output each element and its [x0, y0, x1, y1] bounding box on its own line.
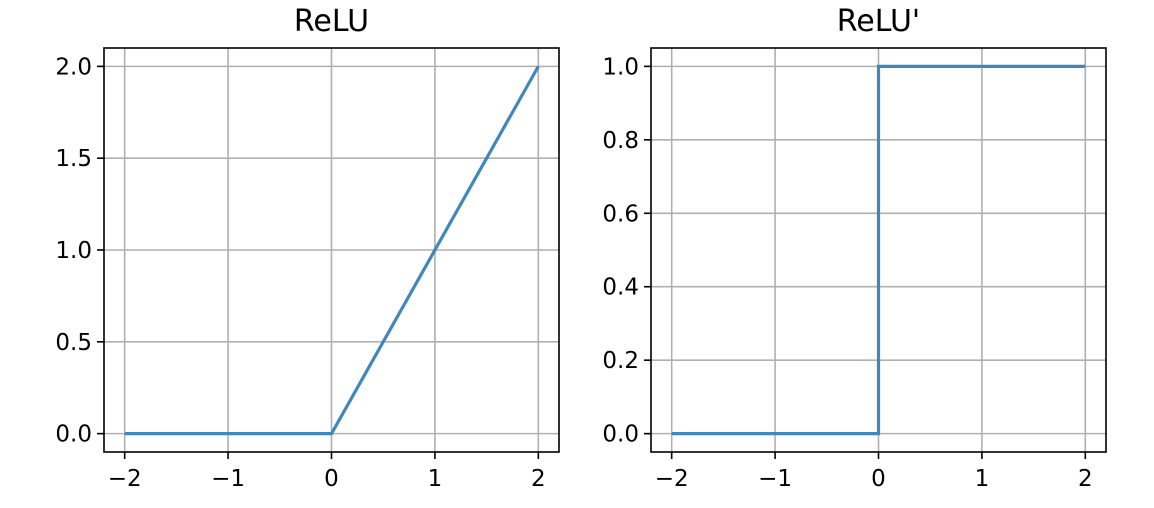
chart-title: ReLU': [837, 4, 920, 39]
x-tick-label: −1: [758, 466, 792, 492]
relu-derivative-panel: −2 −1 0 1 2 0.0 0.2 0.4 0.6 0.8 1.0 ReLU': [602, 4, 1107, 492]
y-tick-label: 0.8: [602, 128, 639, 154]
x-tick-label: 2: [531, 466, 546, 492]
y-tick-label: 0.0: [602, 422, 639, 448]
y-tick-label: 0.2: [602, 348, 639, 374]
x-tick-label: 1: [975, 466, 990, 492]
y-tick-label: 1.0: [602, 54, 639, 80]
x-tick-label: −2: [108, 466, 142, 492]
y-tick-label: 0.0: [55, 422, 92, 448]
y-tick-label: 1.0: [55, 238, 92, 264]
y-tick-label: 0.6: [602, 201, 639, 227]
x-tick-label: 0: [871, 466, 886, 492]
series-line: [671, 64, 1086, 436]
series-line: [124, 65, 540, 436]
chart-title: ReLU: [294, 4, 369, 39]
x-tick-label: 0: [324, 466, 339, 492]
y-tick-label: 2.0: [55, 54, 92, 80]
relu-panel: −2 −1 0 1 2 0.0 0.5 1.0 1.5 2.0 ReLU: [55, 4, 560, 492]
x-tick-label: −1: [211, 466, 245, 492]
y-tick-label: 1.5: [55, 146, 92, 172]
x-tick-label: 1: [428, 466, 443, 492]
x-tick-label: 2: [1078, 466, 1093, 492]
y-tick-label: 0.4: [602, 275, 639, 301]
x-tick-label: −2: [655, 466, 689, 492]
y-tick-label: 0.5: [55, 330, 92, 356]
